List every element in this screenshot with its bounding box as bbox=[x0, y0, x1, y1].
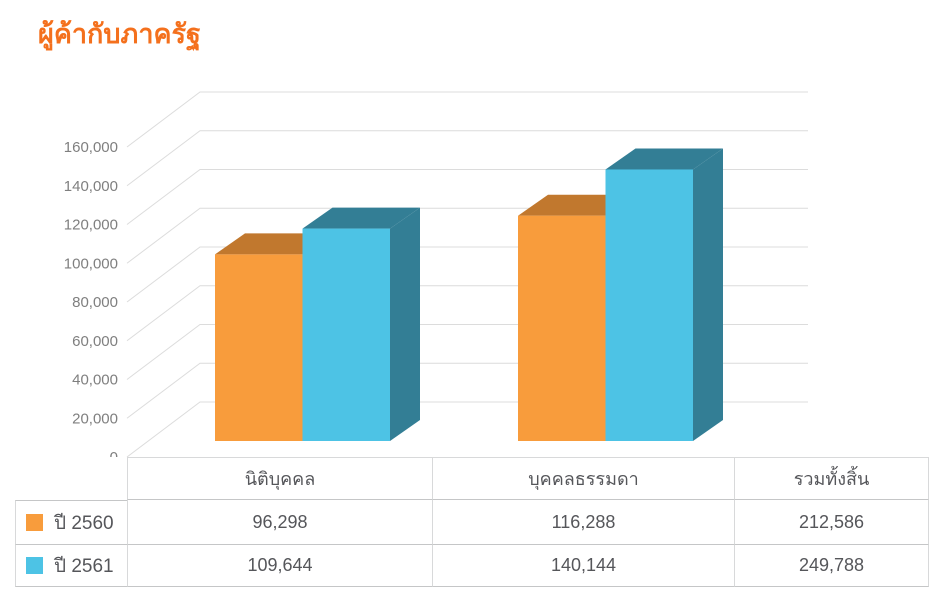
bar-front-face bbox=[215, 254, 303, 441]
bar-chart-3d: 0 20,000 40,000 60,000 80,000 100,000 120,000 1… bbox=[64, 91, 808, 457]
legend-label-2561: ปี 2561 bbox=[54, 555, 114, 577]
bar-side-face bbox=[390, 207, 420, 441]
legend-row-2561: ปี 2561 bbox=[15, 545, 127, 587]
bar-side-face bbox=[693, 148, 723, 441]
bar-top-face bbox=[605, 148, 723, 170]
cell-2561-total: 249,788 bbox=[735, 545, 929, 587]
legend-swatch-2561 bbox=[26, 557, 43, 574]
header-juristic-person: นิติบุคคล bbox=[127, 457, 433, 500]
bar-front-face bbox=[302, 228, 390, 441]
header-total: รวมทั้งสิ้น bbox=[735, 457, 929, 500]
cell-2560-total: 212,586 bbox=[735, 500, 929, 545]
y-axis-label: 40,000 bbox=[72, 372, 118, 389]
bar-top-face bbox=[302, 207, 420, 229]
table-corner-spacer bbox=[15, 457, 127, 500]
page-title: ผู้ค้ากับภาครัฐ bbox=[38, 19, 201, 49]
y-axis-label: 160,000 bbox=[64, 139, 118, 156]
bar-front-face bbox=[518, 215, 606, 441]
cell-2560-juristic: 96,298 bbox=[127, 500, 433, 545]
cell-2561-juristic: 109,644 bbox=[127, 545, 433, 587]
legend-row-2560: ปี 2560 bbox=[15, 500, 127, 545]
header-natural-person: บุคคลธรรมดา bbox=[433, 457, 735, 500]
cell-2560-natural: 116,288 bbox=[433, 500, 735, 545]
y-axis-label: 140,000 bbox=[64, 178, 118, 195]
data-table: นิติบุคคล บุคคลธรรมดา รวมทั้งสิ้น ปี 256… bbox=[15, 457, 929, 587]
cell-2561-natural: 140,144 bbox=[433, 545, 735, 587]
y-axis-label: 0 bbox=[110, 449, 118, 457]
y-axis-label: 120,000 bbox=[64, 217, 118, 234]
y-axis-label: 80,000 bbox=[72, 294, 118, 311]
y-axis-label: 20,000 bbox=[72, 410, 118, 427]
legend-swatch-2560 bbox=[26, 514, 43, 531]
y-axis-label: 60,000 bbox=[72, 333, 118, 350]
bar-front-face bbox=[605, 169, 693, 441]
legend-label-2560: ปี 2560 bbox=[54, 512, 114, 534]
y-axis-label: 100,000 bbox=[64, 255, 118, 272]
